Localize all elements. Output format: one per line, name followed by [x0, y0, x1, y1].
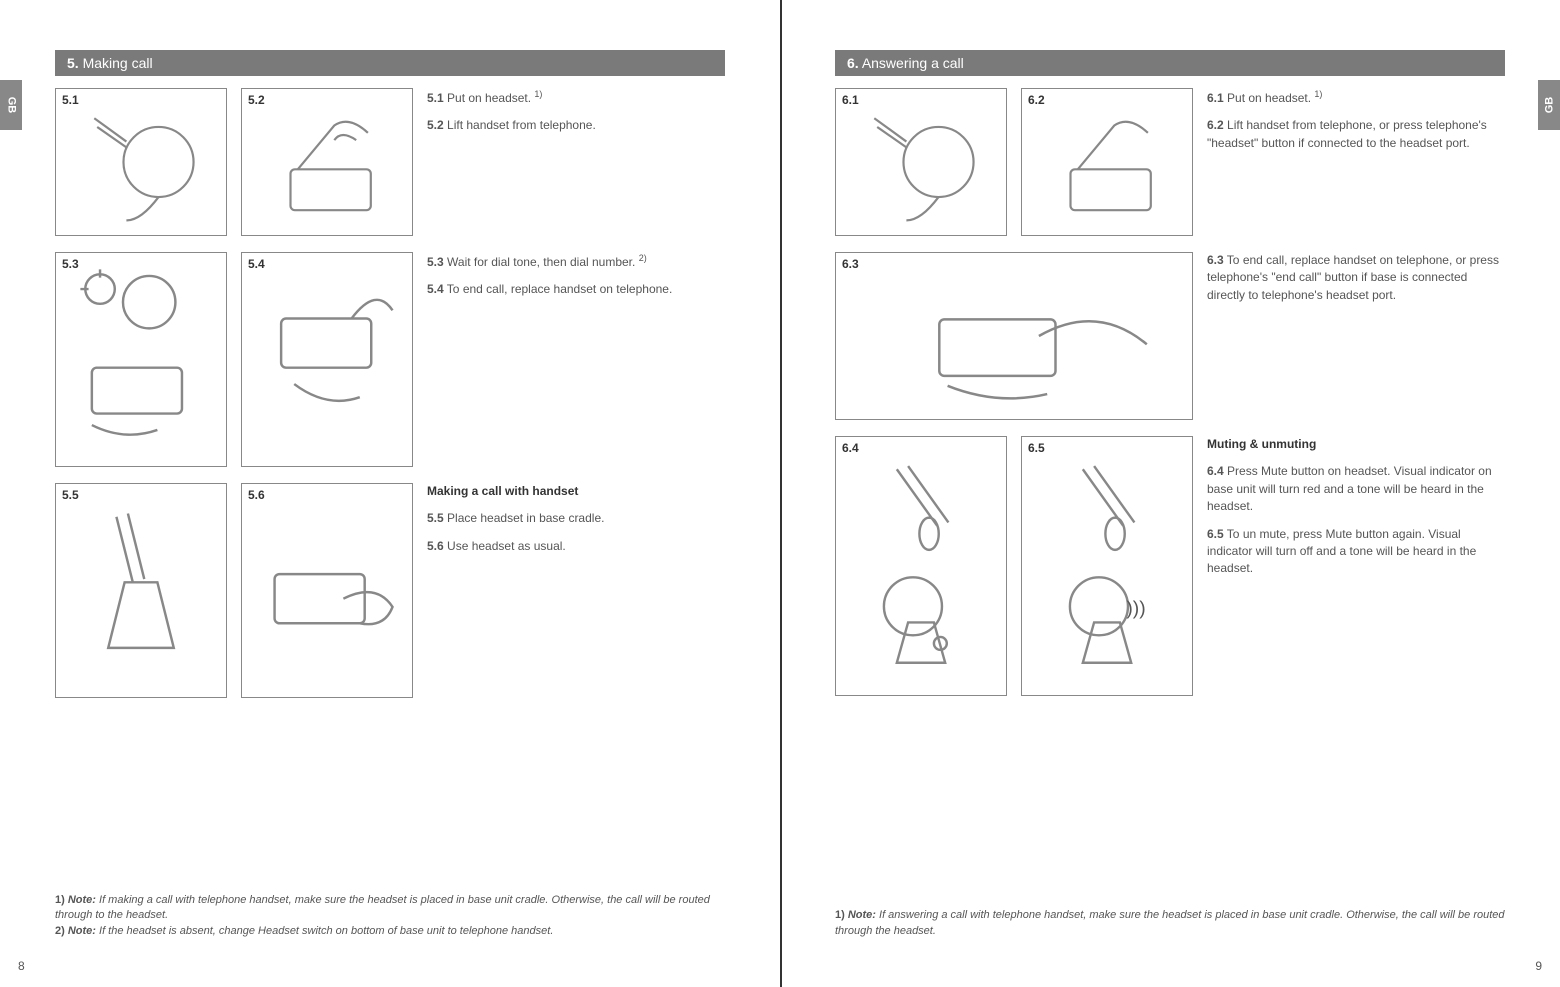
lang-tab-right: GB — [1538, 80, 1560, 130]
heading-making-call-handset: Making a call with handset — [427, 483, 725, 500]
figure-6-3: 6.3 — [835, 252, 1193, 420]
mute-press-icon — [836, 437, 1006, 695]
page-right: GB 6. Answering a call 6.1 6.2 6.1 Put o… — [780, 0, 1560, 987]
step-5-3: 5.3 Wait for dial tone, then dial number… — [427, 252, 725, 271]
step-6-2: 6.2 Lift handset from telephone, or pres… — [1207, 117, 1505, 152]
unmute-press-icon: ))) — [1022, 437, 1192, 695]
text-col-5-3-4: 5.3 Wait for dial tone, then dial number… — [427, 252, 725, 467]
figure-5-3: 5.3 — [55, 252, 227, 467]
use-handset-icon — [242, 484, 412, 697]
figure-5-5: 5.5 — [55, 483, 227, 698]
lift-handset-icon — [242, 89, 412, 235]
footnote-1: 1) Note: If making a call with telephone… — [55, 893, 725, 924]
text-col-5-5-6: Making a call with handset 5.5 Place hea… — [427, 483, 725, 698]
fignum: 5.1 — [62, 93, 79, 107]
fignum: 6.2 — [1028, 93, 1045, 107]
section-number: 5. — [67, 55, 79, 71]
lang-tab-text: GB — [5, 97, 17, 114]
figure-6-5: 6.5 ))) — [1021, 436, 1193, 696]
lang-tab-text: GB — [1543, 97, 1555, 114]
headset-on-head-icon — [836, 89, 1006, 235]
figure-5-2: 5.2 — [241, 88, 413, 236]
fignum: 6.1 — [842, 93, 859, 107]
page-left: GB 5. Making call 5.1 5.2 5.1 Put on hea… — [0, 0, 780, 987]
svg-text:))): ))) — [1126, 597, 1145, 619]
fignum: 5.5 — [62, 488, 79, 502]
section-number: 6. — [847, 55, 859, 71]
section-header-right: 6. Answering a call — [835, 50, 1505, 76]
replace-handset-icon — [242, 253, 412, 466]
footnote-1: 1) Note: If answering a call with teleph… — [835, 908, 1505, 939]
fignum: 5.4 — [248, 257, 265, 271]
heading-muting: Muting & unmuting — [1207, 436, 1505, 453]
footnotes-right: 1) Note: If answering a call with teleph… — [835, 908, 1505, 939]
text-col-6-4-5: Muting & unmuting 6.4 Press Mute button … — [1207, 436, 1505, 696]
headset-cradle-icon — [56, 484, 226, 697]
step-6-3: 6.3 To end call, replace handset on tele… — [1207, 252, 1505, 304]
footnote-2: 2) Note: If the headset is absent, chang… — [55, 924, 725, 939]
footnotes-left: 1) Note: If making a call with telephone… — [55, 893, 725, 939]
fignum: 5.6 — [248, 488, 265, 502]
step-6-1: 6.1 Put on headset. 1) — [1207, 88, 1505, 107]
section-title: Making call — [83, 55, 153, 71]
row-6-1-2: 6.1 6.2 6.1 Put on headset. 1) 6.2 Lift … — [835, 88, 1505, 236]
step-6-4: 6.4 Press Mute button on headset. Visual… — [1207, 463, 1505, 515]
row-5-1-2: 5.1 5.2 5.1 Put on headset. 1) 5.2 Lift … — [55, 88, 725, 236]
fignum: 6.3 — [842, 257, 859, 271]
text-col-6-1-2: 6.1 Put on headset. 1) 6.2 Lift handset … — [1207, 88, 1505, 236]
text-col-5-1-2: 5.1 Put on headset. 1) 5.2 Lift handset … — [427, 88, 725, 236]
fignum: 6.5 — [1028, 441, 1045, 455]
row-5-5-6: 5.5 5.6 Making a call with handset 5.5 P… — [55, 483, 725, 698]
figure-5-6: 5.6 — [241, 483, 413, 698]
figure-6-1: 6.1 — [835, 88, 1007, 236]
step-5-5: 5.5 Place headset in base cradle. — [427, 510, 725, 527]
row-6-4-5: 6.4 6.5 ))) Muting & unmuting 6.4 Press … — [835, 436, 1505, 696]
figure-6-2: 6.2 — [1021, 88, 1193, 236]
figure-5-4: 5.4 — [241, 252, 413, 467]
lang-tab-left: GB — [0, 80, 22, 130]
dial-tone-icon — [56, 253, 226, 466]
section-header-left: 5. Making call — [55, 50, 725, 76]
fignum: 5.3 — [62, 257, 79, 271]
step-6-5: 6.5 To un mute, press Mute button again.… — [1207, 526, 1505, 578]
replace-handset-wide-icon — [836, 253, 1192, 419]
row-5-3-4: 5.3 5.4 5.3 Wait for dial tone, then dia… — [55, 252, 725, 467]
figure-5-1: 5.1 — [55, 88, 227, 236]
row-6-3: 6.3 6.3 To end call, replace handset on … — [835, 252, 1505, 420]
step-5-2: 5.2 Lift handset from telephone. — [427, 117, 725, 134]
fignum: 5.2 — [248, 93, 265, 107]
step-5-1: 5.1 Put on headset. 1) — [427, 88, 725, 107]
lift-handset-icon — [1022, 89, 1192, 235]
page-number-right: 9 — [1535, 959, 1542, 973]
section-title: Answering a call — [862, 55, 964, 71]
fignum: 6.4 — [842, 441, 859, 455]
page-number-left: 8 — [18, 959, 25, 973]
headset-on-head-icon — [56, 89, 226, 235]
text-col-6-3: 6.3 To end call, replace handset on tele… — [1207, 252, 1505, 420]
step-5-6: 5.6 Use headset as usual. — [427, 538, 725, 555]
figure-6-4: 6.4 — [835, 436, 1007, 696]
step-5-4: 5.4 To end call, replace handset on tele… — [427, 281, 725, 298]
